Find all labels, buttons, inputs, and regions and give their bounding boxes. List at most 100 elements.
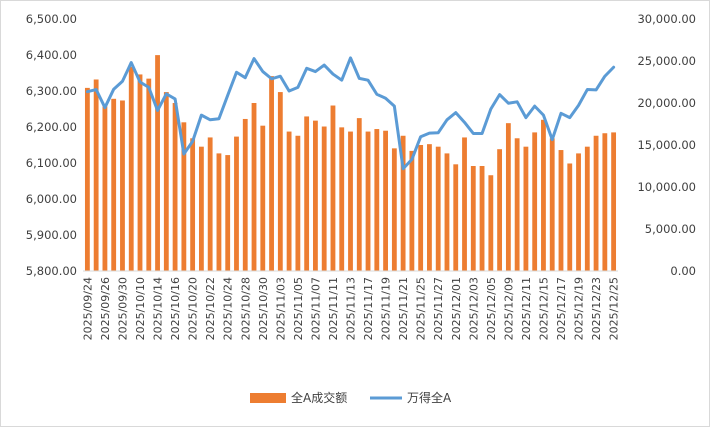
x-tick-label: 2025/12/19 (573, 277, 586, 340)
bar (304, 116, 310, 271)
bar (558, 150, 564, 271)
y-left-tick-label: 6,100.00 (26, 156, 77, 170)
bar (514, 138, 520, 271)
bar (567, 163, 573, 271)
bar (330, 105, 336, 272)
x-tick-label: 2025/09/26 (99, 277, 112, 340)
x-tick-label: 2025/10/30 (257, 277, 270, 340)
x-tick-label: 2025/12/03 (467, 277, 480, 340)
y-left-tick-label: 6,000.00 (26, 192, 77, 206)
x-tick-label: 2025/11/07 (309, 277, 322, 340)
x-tick-label: 2025/11/27 (432, 277, 445, 340)
x-tick-label: 2025/11/21 (397, 277, 410, 340)
bar (453, 164, 459, 271)
bar (593, 135, 599, 271)
y-right-tick-label: 25,000.00 (637, 54, 696, 68)
x-tick-label: 2025/11/11 (327, 277, 340, 340)
bar (400, 135, 406, 271)
bar-series-amount (84, 55, 617, 272)
x-tick-label: 2025/09/30 (116, 277, 129, 340)
bar (444, 153, 450, 271)
bar (549, 138, 555, 271)
left-axis: 5,800.00 5,900.00 6,000.00 6,100.00 6,200.00… (26, 12, 77, 278)
bar (409, 150, 415, 271)
x-tick-label: 2025/12/01 (450, 277, 463, 340)
bar (84, 87, 90, 271)
bar (374, 129, 380, 271)
bar (611, 132, 617, 271)
bar (172, 103, 178, 271)
bar (356, 118, 362, 272)
bar (234, 136, 239, 271)
bar (418, 145, 424, 271)
x-tick-label: 2025/10/16 (169, 277, 182, 340)
bar (505, 123, 511, 271)
line-series-index (85, 56, 616, 171)
x-tick-label: 2025/10/28 (239, 277, 252, 340)
x-tick-label: 2025/11/25 (415, 277, 428, 340)
x-tick-label: 2025/10/10 (134, 277, 147, 340)
bar (383, 130, 388, 271)
x-tick-label: 2025/11/19 (380, 277, 393, 340)
bar (251, 103, 257, 271)
bar (391, 148, 397, 271)
bar (269, 76, 274, 272)
bar (479, 166, 485, 271)
bar (541, 119, 546, 271)
bar (146, 78, 152, 271)
y-right-tick-label: 0.00 (670, 264, 696, 278)
bar (102, 106, 108, 271)
x-axis: 2025/09/24 2025/09/26 2025/09/30 2025/10/10… (81, 277, 620, 340)
bar (348, 131, 353, 271)
bar (602, 133, 608, 271)
bar (155, 55, 160, 272)
x-tick-label: 2025/10/14 (152, 277, 165, 340)
y-right-tick-label: 10,000.00 (637, 180, 696, 194)
x-tick-label: 2025/10/22 (204, 277, 217, 340)
bar (190, 138, 196, 271)
bar (260, 125, 266, 272)
bar (207, 137, 213, 271)
y-right-tick-label: 30,000.00 (637, 12, 696, 26)
y-left-tick-label: 6,400.00 (26, 48, 77, 62)
bar (576, 153, 581, 271)
legend: 全A成交额 万得全A (250, 390, 452, 405)
bar (111, 98, 117, 271)
x-tick-label: 2025/09/24 (81, 277, 94, 340)
x-tick-label: 2025/10/20 (187, 277, 200, 340)
x-tick-label: 2025/11/17 (362, 277, 375, 340)
x-tick-label: 2025/12/25 (608, 277, 621, 340)
bar (225, 155, 231, 271)
y-left-tick-label: 5,800.00 (26, 264, 77, 278)
x-tick-label: 2025/11/03 (274, 277, 287, 340)
bar (242, 118, 248, 272)
x-tick-label: 2025/12/15 (537, 277, 550, 340)
bar (93, 79, 99, 271)
x-tick-label: 2025/12/05 (485, 277, 498, 340)
bar (313, 120, 318, 271)
bar (137, 74, 143, 271)
index-line (85, 56, 616, 171)
bar (435, 146, 441, 271)
legend-swatch-amount (250, 393, 286, 403)
bar (339, 127, 345, 271)
bar (427, 144, 432, 271)
bar (128, 66, 134, 271)
bar (295, 135, 301, 271)
x-tick-label: 2025/10/24 (222, 277, 235, 340)
bar (497, 149, 503, 271)
x-tick-label: 2025/12/23 (590, 277, 603, 340)
bar (470, 166, 476, 271)
x-tick-label: 2025/12/11 (520, 277, 533, 340)
y-left-tick-label: 6,200.00 (26, 120, 77, 134)
bar (181, 122, 187, 271)
y-left-tick-label: 5,900.00 (26, 228, 77, 242)
bar (584, 146, 590, 271)
bar (198, 146, 204, 271)
x-tick-label: 2025/12/17 (555, 277, 568, 340)
legend-label-index: 万得全A (407, 390, 452, 405)
y-right-tick-label: 15,000.00 (637, 138, 696, 152)
x-tick-label: 2025/11/13 (345, 277, 358, 340)
